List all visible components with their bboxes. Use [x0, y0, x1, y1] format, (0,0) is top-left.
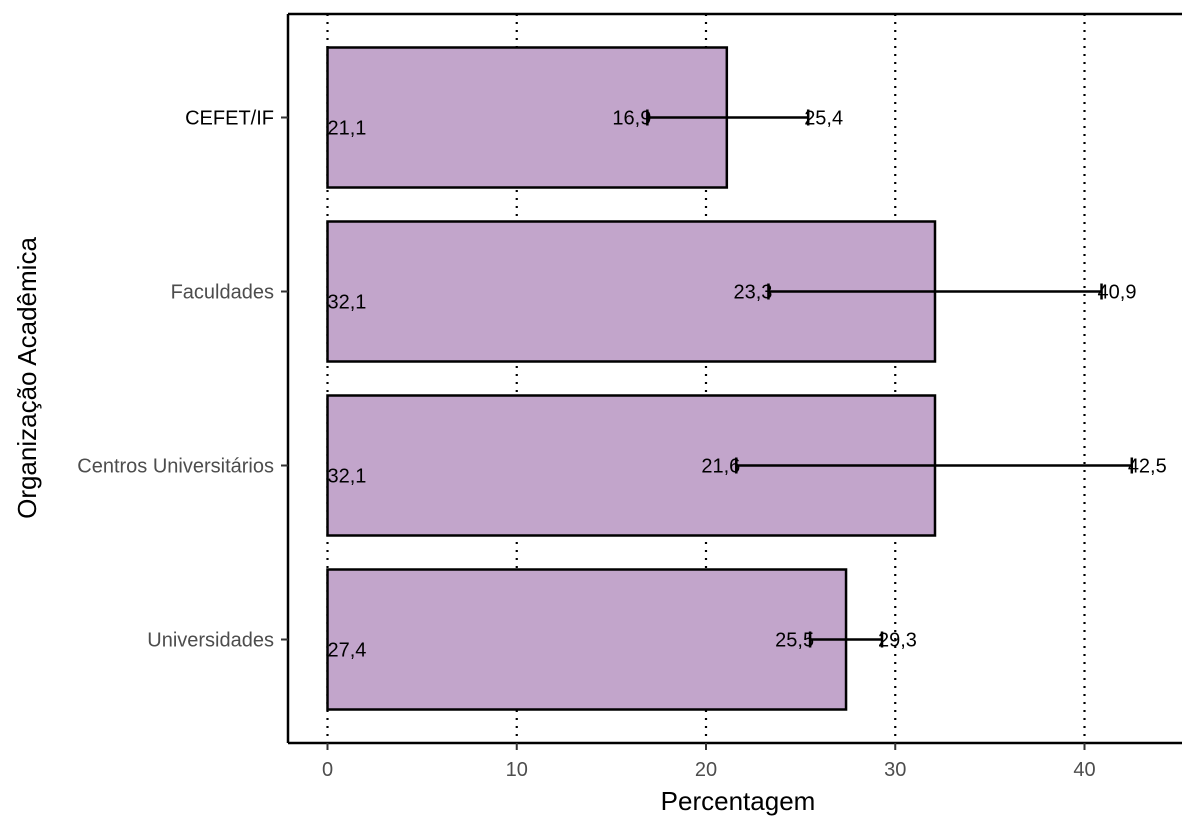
bars	[326, 46, 937, 711]
value-label: 32,1	[328, 466, 367, 488]
x-tick-label: 30	[884, 759, 906, 781]
bar-4	[326, 568, 848, 711]
x-tick-label: 0	[322, 759, 333, 781]
value-label: 32,1	[328, 292, 367, 314]
error-high-label: 40,9	[1098, 282, 1137, 304]
error-low-label: 21,6	[701, 456, 740, 478]
x-tick-label: 40	[1073, 759, 1095, 781]
error-high-label: 42,5	[1128, 456, 1167, 478]
ticks: 0 10 20 30 40 CEFET/IF Faculdades Centros Unive…	[77, 108, 1095, 782]
error-high-label: 25,4	[804, 108, 843, 130]
y-axis-title: Organização Acadêmica	[12, 237, 42, 519]
error-low-label: 25,5	[775, 630, 814, 652]
x-axis-title: Percentagem	[661, 786, 816, 816]
value-label: 21,1	[328, 118, 367, 140]
error-low-label: 23,3	[734, 282, 773, 304]
x-tick-label: 20	[695, 759, 717, 781]
data-labels: 21,1 16,9 25,4 32,1 23,3 40,9 32,1 21,6 42,5 27,4…	[328, 108, 1167, 662]
y-tick-label: Centros Universitários	[77, 456, 274, 478]
value-label: 27,4	[328, 640, 367, 662]
y-tick-label: CEFET/IF	[185, 108, 274, 130]
y-tick-label: Universidades	[147, 630, 274, 652]
error-bars	[646, 109, 1134, 648]
error-high-label: 29,3	[878, 630, 917, 652]
axes	[286, 12, 1182, 745]
error-low-label: 16,9	[612, 108, 651, 130]
x-tick-label: 10	[506, 759, 528, 781]
y-tick-label: Faculdades	[171, 282, 274, 304]
